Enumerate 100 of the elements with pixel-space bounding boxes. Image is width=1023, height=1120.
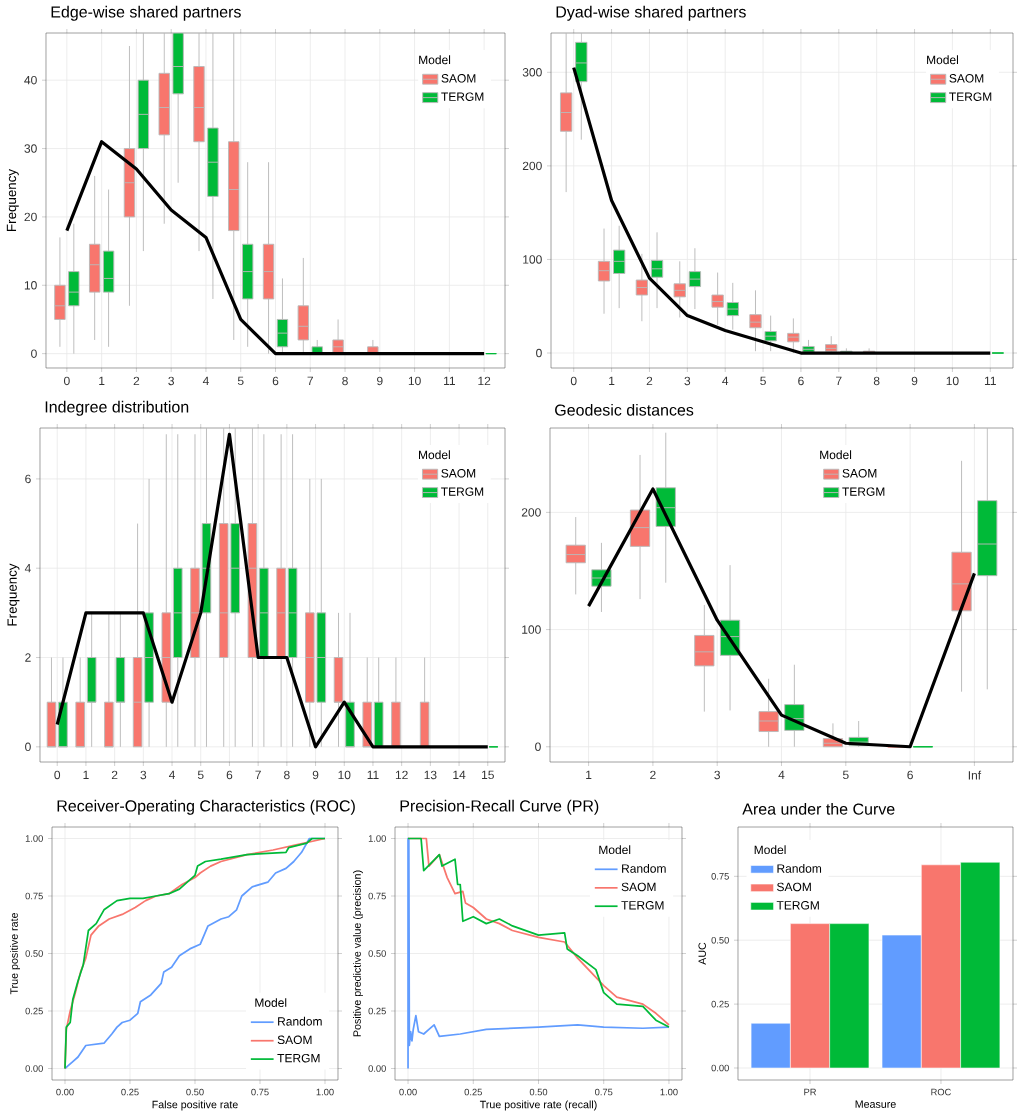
x-tick-label: 5 xyxy=(760,376,766,386)
x-axis-title: True positive rate (recall) xyxy=(479,1100,597,1111)
y-tick-label: 0.00 xyxy=(368,1065,386,1072)
chart-title: Precision-Recall Curve (PR) xyxy=(400,799,599,815)
legend-label: TERGM xyxy=(277,1053,320,1063)
y-tick-label: 100 xyxy=(523,255,542,264)
x-tick-label: 12 xyxy=(395,770,408,780)
x-tick-label: 7 xyxy=(255,770,261,779)
legend-title: Model xyxy=(255,998,287,1007)
x-tick-label: 4 xyxy=(168,770,176,779)
x-tick-label: 3 xyxy=(140,770,147,780)
x-tick-label: 0.75 xyxy=(251,1088,269,1096)
y-tick-label: 0.50 xyxy=(711,936,729,944)
x-tick-label: 11 xyxy=(444,376,455,385)
legend-label: Random xyxy=(278,1016,322,1026)
y-tick-label: 0 xyxy=(535,742,541,752)
legend-label: SAOM xyxy=(621,882,656,892)
y-tick-label: 0.25 xyxy=(711,1000,729,1008)
y-tick-label: 0.25 xyxy=(368,1007,386,1015)
x-tick-label: 15 xyxy=(482,770,494,780)
x-tick-label: 6 xyxy=(798,376,804,386)
x-tick-label: 1 xyxy=(586,770,592,779)
x-tick-label: 8 xyxy=(873,376,880,386)
legend-label: SAOM xyxy=(441,469,476,478)
x-tick-label: 0.25 xyxy=(121,1088,139,1096)
y-tick-label: 0.75 xyxy=(711,873,729,880)
x-tick-label: 0.50 xyxy=(186,1088,204,1096)
x-tick-label: 2 xyxy=(133,376,140,386)
x-tick-label: 13 xyxy=(424,770,437,780)
y-tick-label: 1.00 xyxy=(25,835,43,842)
x-tick-label: 0.00 xyxy=(56,1088,74,1096)
x-tick-label: 6 xyxy=(907,770,913,780)
legend-title: Model xyxy=(419,55,451,65)
chart-title: Area under the Curve xyxy=(742,803,895,815)
legend-title: Model xyxy=(927,55,958,65)
x-tick-label: 5 xyxy=(197,770,204,780)
legend-label: SAOM xyxy=(842,469,877,478)
y-tick-label: 0.75 xyxy=(25,892,43,900)
x-tick-label: 6 xyxy=(226,770,233,780)
x-tick-label: 8 xyxy=(342,376,348,386)
legend-label: SAOM xyxy=(949,74,984,83)
x-tick-label: Inf xyxy=(968,770,982,780)
y-tick-label: 300 xyxy=(522,68,542,77)
x-tick-label: 2 xyxy=(646,376,653,386)
x-tick-label: 3 xyxy=(684,376,691,386)
x-tick-label: 9 xyxy=(377,376,383,386)
y-tick-label: 0.00 xyxy=(25,1065,43,1072)
y-axis-title: Positive predictive value (precision) xyxy=(353,870,363,1037)
legend-label: TERGM xyxy=(621,901,664,910)
x-tick-label: 1 xyxy=(99,376,105,385)
legend-label: SAOM xyxy=(777,882,811,892)
chart-title: Geodesic distances xyxy=(555,404,694,416)
x-tick-label: 3 xyxy=(168,376,174,386)
chart-title: Receiver-Operating Characteristics (ROC) xyxy=(57,799,355,815)
y-tick-label: 0 xyxy=(31,349,37,358)
x-tick-label: 0 xyxy=(63,376,70,386)
legend-label: TERGM xyxy=(842,487,885,496)
x-tick-label: 7 xyxy=(836,376,842,385)
chart-title: Edge-wise shared partners xyxy=(51,5,241,21)
x-tick-label: 6 xyxy=(272,376,279,386)
legend-label: Random xyxy=(777,863,822,873)
x-tick-label: 0.00 xyxy=(399,1088,417,1096)
x-tick-label: 1 xyxy=(83,770,89,779)
y-tick-label: 4 xyxy=(24,564,31,573)
x-tick-label: 5 xyxy=(842,770,849,780)
y-tick-label: 1.00 xyxy=(368,835,386,842)
x-tick-label: 0 xyxy=(570,376,577,386)
legend-title: Model xyxy=(419,450,450,460)
chart-title: Dyad-wise shared partners xyxy=(556,5,746,21)
x-tick-label: 8 xyxy=(284,770,290,780)
y-tick-label: 30 xyxy=(24,144,37,153)
x-tick-label: 3 xyxy=(714,770,720,780)
y-tick-label: 0.50 xyxy=(368,950,386,957)
x-axis-title: False positive rate xyxy=(152,1100,238,1111)
x-tick-label: 9 xyxy=(911,376,918,386)
legend-title: Model xyxy=(820,450,852,460)
x-tick-label: 2 xyxy=(650,770,656,780)
y-axis-title: True positive rate xyxy=(10,912,20,995)
legend-label: Random xyxy=(622,863,666,873)
x-tick-label: 0 xyxy=(54,770,61,780)
x-tick-label: 1 xyxy=(609,376,615,385)
x-tick-label: 14 xyxy=(453,770,466,779)
y-tick-label: 40 xyxy=(24,75,37,85)
x-tick-label: 11 xyxy=(367,770,379,779)
y-tick-label: 10 xyxy=(24,281,37,290)
x-tick-label: 9 xyxy=(312,770,319,780)
legend-label: TERGM xyxy=(441,487,484,496)
x-tick-label: 0.75 xyxy=(595,1088,613,1096)
x-tick-label: 7 xyxy=(307,376,313,385)
y-tick-label: 20 xyxy=(24,212,37,222)
y-tick-label: 200 xyxy=(522,161,542,171)
x-tick-label: 1.00 xyxy=(660,1088,678,1096)
y-tick-label: 6 xyxy=(25,474,31,484)
y-axis-title: Frequency xyxy=(7,563,20,626)
x-tick-label: 1.00 xyxy=(316,1088,334,1096)
x-tick-label: 4 xyxy=(202,376,209,385)
x-tick-label: ROC xyxy=(931,1088,951,1096)
x-tick-label: 10 xyxy=(338,770,351,780)
legend-label: SAOM xyxy=(441,74,476,83)
chart-title: Indegree distribution xyxy=(45,400,189,416)
